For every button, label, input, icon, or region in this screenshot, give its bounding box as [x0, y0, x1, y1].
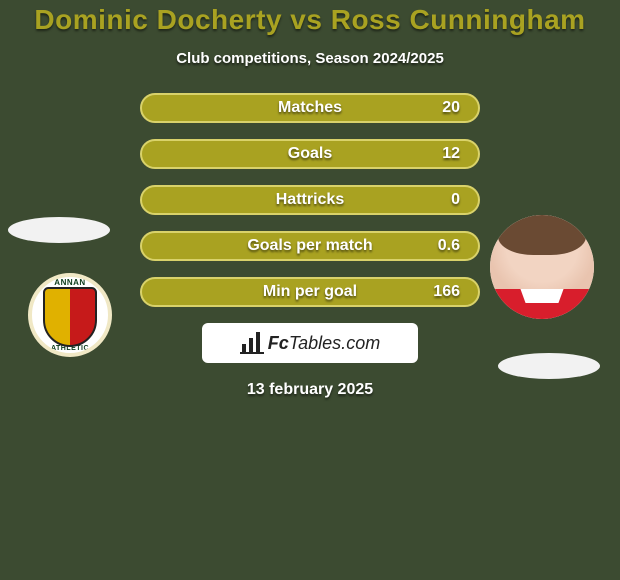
hair-icon: [498, 215, 586, 255]
subtitle: Club competitions, Season 2024/2025: [0, 50, 620, 67]
logo-suffix: Tables.com: [289, 333, 380, 353]
stat-label: Goals: [142, 145, 478, 163]
stat-value: 166: [433, 283, 460, 301]
stat-bars: Matches20 Goals12 Hattricks0 Goals per matc…: [140, 93, 480, 307]
stat-label: Min per goal: [142, 283, 478, 301]
stat-value: 0.6: [438, 237, 460, 255]
stat-bar: Hattricks0: [140, 185, 480, 215]
club-shield-icon: [43, 287, 97, 347]
bar-chart-icon: [240, 332, 264, 354]
content-area: ANNAN ATHLETIC Matches20Goals12Hattricks…: [0, 93, 620, 307]
stat-bar: Min per goal166: [140, 277, 480, 307]
stat-label: Goals per match: [142, 237, 478, 255]
stat-bar: Goals per match0.6: [140, 231, 480, 261]
stat-value: 20: [442, 99, 460, 117]
page-title: Dominic Docherty vs Ross Cunningham: [0, 4, 620, 36]
logo-prefix: Fc: [268, 333, 289, 353]
right-player-portrait: [490, 215, 594, 319]
jersey-icon: [490, 289, 594, 319]
date-label: 13 february 2025: [0, 381, 620, 399]
stat-label: Matches: [142, 99, 478, 117]
left-club-badge: ANNAN ATHLETIC: [28, 273, 112, 357]
stat-value: 12: [442, 145, 460, 163]
stat-label: Hattricks: [142, 191, 478, 209]
stat-bar: Goals12: [140, 139, 480, 169]
left-player-ellipse: [8, 217, 110, 243]
stat-bar: Matches20: [140, 93, 480, 123]
face-icon: [490, 215, 594, 319]
logo-text: FcTables.com: [268, 333, 380, 354]
stat-value: 0: [451, 191, 460, 209]
right-club-ellipse: [498, 353, 600, 379]
club-name-top: ANNAN: [54, 278, 85, 287]
comparison-card: Dominic Docherty vs Ross Cunningham Club…: [0, 0, 620, 580]
fctables-logo: FcTables.com: [202, 323, 418, 363]
